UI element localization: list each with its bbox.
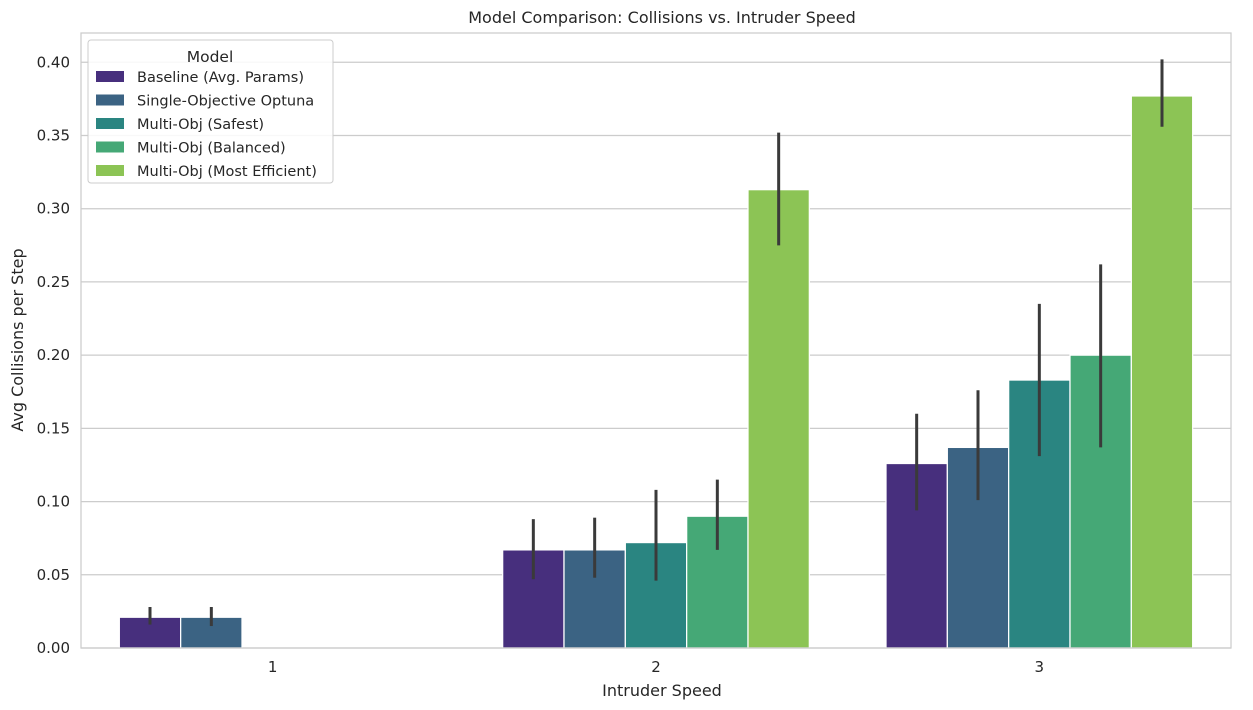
legend-label: Baseline (Avg. Params) xyxy=(137,70,304,86)
legend-label: Multi-Obj (Most Efficient) xyxy=(137,164,317,180)
legend-label: Multi-Obj (Safest) xyxy=(137,117,264,133)
error-bars xyxy=(148,59,1164,627)
legend-swatch xyxy=(96,71,124,82)
plot-frame xyxy=(80,32,1232,649)
y-tick-labels: 0.00 0.05 0.10 0.15 0.20 0.25 0.30 0.35 0.40 xyxy=(37,53,70,657)
chart-title: Model Comparison: Collisions vs. Intrude… xyxy=(468,8,855,27)
legend-swatch xyxy=(96,94,124,106)
x-tick-labels: 1 2 3 xyxy=(268,658,1044,676)
y-tick-label: 0.10 xyxy=(37,493,70,511)
legend-swatch xyxy=(96,141,124,153)
x-tick-label: 2 xyxy=(651,658,661,676)
y-axis-label: Avg Collisions per Step xyxy=(8,248,27,431)
y-tick-label: 0.20 xyxy=(37,346,70,364)
legend: Model Baseline (Avg. Params) Single-Objec… xyxy=(87,39,334,184)
y-tick-label: 0.15 xyxy=(37,419,70,437)
legend-frame xyxy=(87,39,334,184)
legend-swatch xyxy=(96,118,124,129)
grid xyxy=(81,61,1231,649)
y-tick-label: 0.35 xyxy=(37,127,70,145)
legend-swatch xyxy=(96,165,124,176)
bar xyxy=(1130,95,1194,649)
y-tick-label: 0.05 xyxy=(37,566,70,584)
legend-items: Baseline (Avg. Params) Single-Objective O… xyxy=(96,70,317,180)
y-tick-label: 0.25 xyxy=(37,273,70,291)
x-tick-label: 3 xyxy=(1035,658,1045,676)
legend-label: Multi-Obj (Balanced) xyxy=(137,141,286,157)
x-axis-label: Intruder Speed xyxy=(602,681,722,700)
x-tick-label: 1 xyxy=(268,658,278,676)
bar xyxy=(747,189,810,649)
y-tick-label: 0.40 xyxy=(37,53,70,71)
legend-label: Single-Objective Optuna xyxy=(137,94,314,110)
legend-title: Model xyxy=(187,48,234,66)
y-tick-label: 0.00 xyxy=(37,639,70,657)
y-tick-label: 0.30 xyxy=(37,200,70,218)
